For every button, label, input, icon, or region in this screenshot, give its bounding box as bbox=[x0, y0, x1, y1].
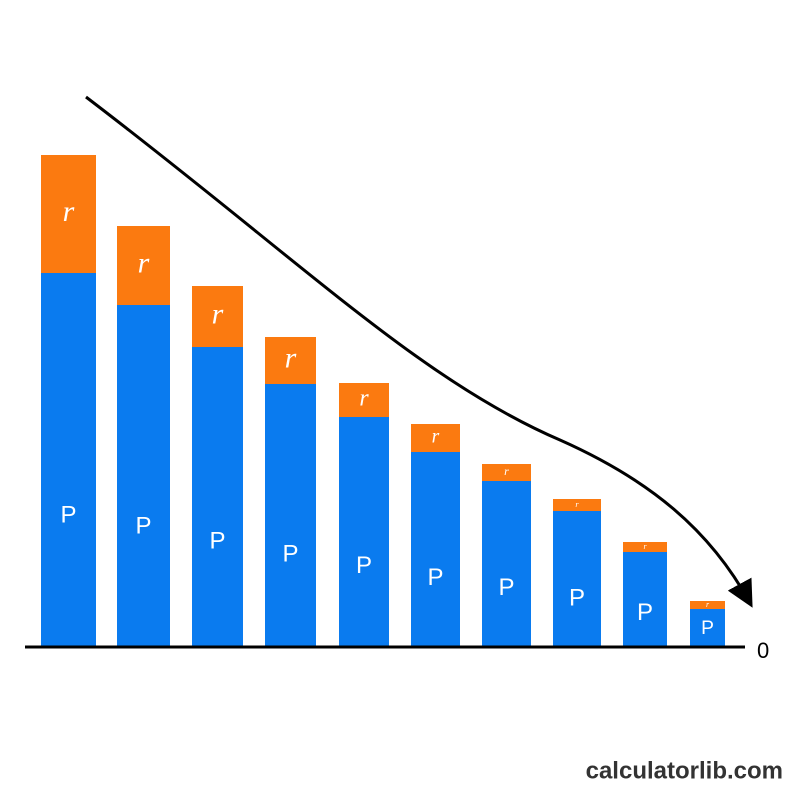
bar-segment bbox=[265, 337, 316, 384]
segment-label: r bbox=[212, 297, 224, 330]
bar-segment bbox=[690, 601, 725, 609]
bar-segment bbox=[623, 542, 667, 552]
segment-label: P bbox=[282, 540, 298, 567]
segment-label: P bbox=[60, 501, 76, 528]
segment-label: P bbox=[498, 574, 514, 601]
bar-segment bbox=[192, 286, 243, 347]
segment-label: P bbox=[701, 618, 714, 639]
segment-label: r bbox=[359, 385, 369, 411]
segment-label: P bbox=[569, 585, 585, 612]
bar-segment bbox=[482, 464, 531, 481]
segment-label: r bbox=[643, 542, 647, 551]
segment-label: r bbox=[432, 427, 440, 448]
bar-segment bbox=[117, 226, 170, 305]
bar-segment bbox=[41, 155, 96, 273]
watermark: calculatorlib.com bbox=[586, 757, 783, 784]
bar-segment bbox=[411, 452, 460, 647]
bar-segment bbox=[553, 499, 601, 511]
bar-segment bbox=[482, 481, 531, 647]
bar-segment bbox=[411, 424, 460, 452]
bar-segment bbox=[690, 609, 725, 647]
bar-segment bbox=[623, 552, 667, 647]
segment-label: r bbox=[706, 600, 710, 609]
segment-label: P bbox=[209, 527, 225, 554]
bar-segment bbox=[339, 383, 389, 417]
segment-label: P bbox=[356, 552, 372, 579]
segment-label: r bbox=[138, 246, 150, 279]
bar-segment bbox=[117, 305, 170, 647]
trend-arrow bbox=[85, 95, 753, 608]
y-tick-label: 0 bbox=[757, 638, 769, 663]
bar-segment bbox=[553, 511, 601, 647]
segment-label: r bbox=[63, 195, 75, 228]
segment-label: P bbox=[637, 599, 653, 626]
segment-label: r bbox=[575, 500, 579, 509]
segment-label: r bbox=[504, 464, 509, 478]
segment-label: P bbox=[135, 513, 151, 540]
bar-segment bbox=[265, 384, 316, 647]
segment-label: r bbox=[285, 341, 297, 374]
segment-label: P bbox=[427, 564, 443, 591]
bar-segment bbox=[339, 417, 389, 647]
bar-segment bbox=[192, 347, 243, 647]
bar-segment bbox=[41, 273, 96, 647]
